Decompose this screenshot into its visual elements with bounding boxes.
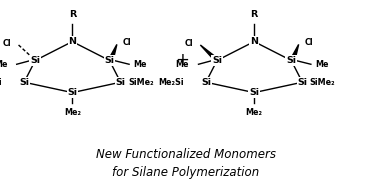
Text: Si: Si	[116, 78, 125, 87]
Text: Si: Si	[249, 88, 259, 97]
Text: Me₂Si: Me₂Si	[158, 78, 184, 87]
Text: for Silane Polymerization: for Silane Polymerization	[112, 167, 259, 179]
Text: Cl: Cl	[3, 39, 11, 48]
Text: SiMe₂: SiMe₂	[310, 78, 335, 87]
Text: Si: Si	[298, 78, 307, 87]
Text: Si: Si	[286, 56, 296, 65]
Text: Si: Si	[201, 78, 211, 87]
Text: Me₂Si: Me₂Si	[0, 78, 2, 87]
Text: Me₂: Me₂	[64, 108, 81, 117]
Text: Me: Me	[0, 60, 7, 69]
Text: Si: Si	[105, 56, 114, 65]
Text: Si: Si	[19, 78, 29, 87]
Polygon shape	[291, 44, 299, 59]
Text: Si: Si	[30, 56, 40, 65]
Text: Cl: Cl	[122, 38, 131, 47]
Text: R: R	[250, 10, 258, 19]
Text: N: N	[68, 37, 76, 46]
Text: Me: Me	[134, 60, 147, 69]
Text: R: R	[69, 10, 76, 19]
Text: Si: Si	[68, 88, 77, 97]
Text: Si: Si	[212, 56, 222, 65]
Text: SiMe₂: SiMe₂	[128, 78, 154, 87]
Text: Me: Me	[315, 60, 329, 69]
Polygon shape	[109, 44, 117, 59]
Text: Cl: Cl	[184, 39, 193, 48]
Text: +: +	[175, 51, 189, 70]
Text: Me: Me	[176, 60, 189, 69]
Polygon shape	[200, 45, 217, 59]
Text: N: N	[250, 37, 258, 46]
Text: Me₂: Me₂	[246, 108, 263, 117]
Text: New Functionalized Monomers: New Functionalized Monomers	[95, 148, 276, 160]
Text: Cl: Cl	[304, 38, 313, 47]
